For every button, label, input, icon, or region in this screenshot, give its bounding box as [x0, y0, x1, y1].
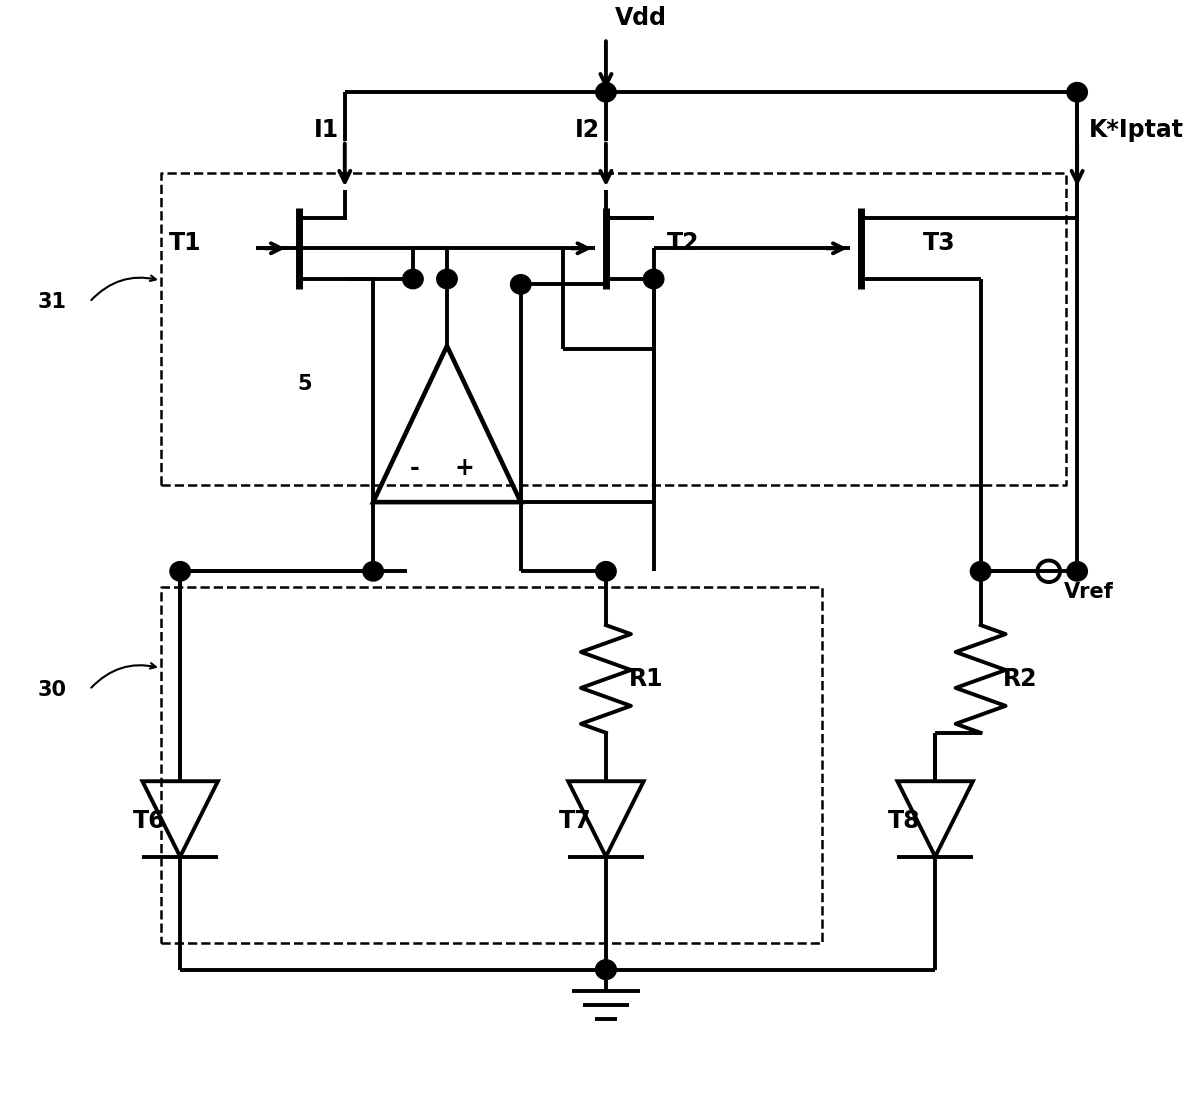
Text: T6: T6 [133, 810, 165, 833]
Text: Vref: Vref [1063, 582, 1113, 602]
Text: 31: 31 [37, 292, 67, 312]
Text: R1: R1 [628, 667, 663, 690]
Circle shape [1067, 83, 1087, 101]
Circle shape [402, 269, 423, 289]
Circle shape [170, 561, 190, 581]
Text: R2: R2 [1003, 667, 1038, 690]
Text: -: - [409, 456, 419, 480]
Circle shape [644, 269, 664, 289]
Circle shape [437, 269, 457, 289]
Circle shape [971, 561, 991, 581]
Text: +: + [455, 456, 474, 480]
Text: I2: I2 [575, 118, 600, 142]
Text: K*Iptat: K*Iptat [1088, 118, 1184, 142]
Circle shape [511, 275, 531, 295]
Circle shape [596, 561, 616, 581]
Text: T1: T1 [169, 231, 201, 255]
Text: 30: 30 [37, 679, 67, 699]
Text: T8: T8 [888, 810, 920, 833]
Circle shape [596, 83, 616, 101]
Text: T3: T3 [923, 231, 955, 255]
Circle shape [596, 960, 616, 979]
Circle shape [363, 561, 383, 581]
Circle shape [596, 960, 616, 979]
Text: T7: T7 [559, 810, 591, 833]
Text: I1: I1 [314, 118, 339, 142]
Text: Vdd: Vdd [615, 6, 667, 30]
Circle shape [1067, 561, 1087, 581]
Text: 5: 5 [298, 374, 312, 394]
Text: T2: T2 [667, 231, 700, 255]
